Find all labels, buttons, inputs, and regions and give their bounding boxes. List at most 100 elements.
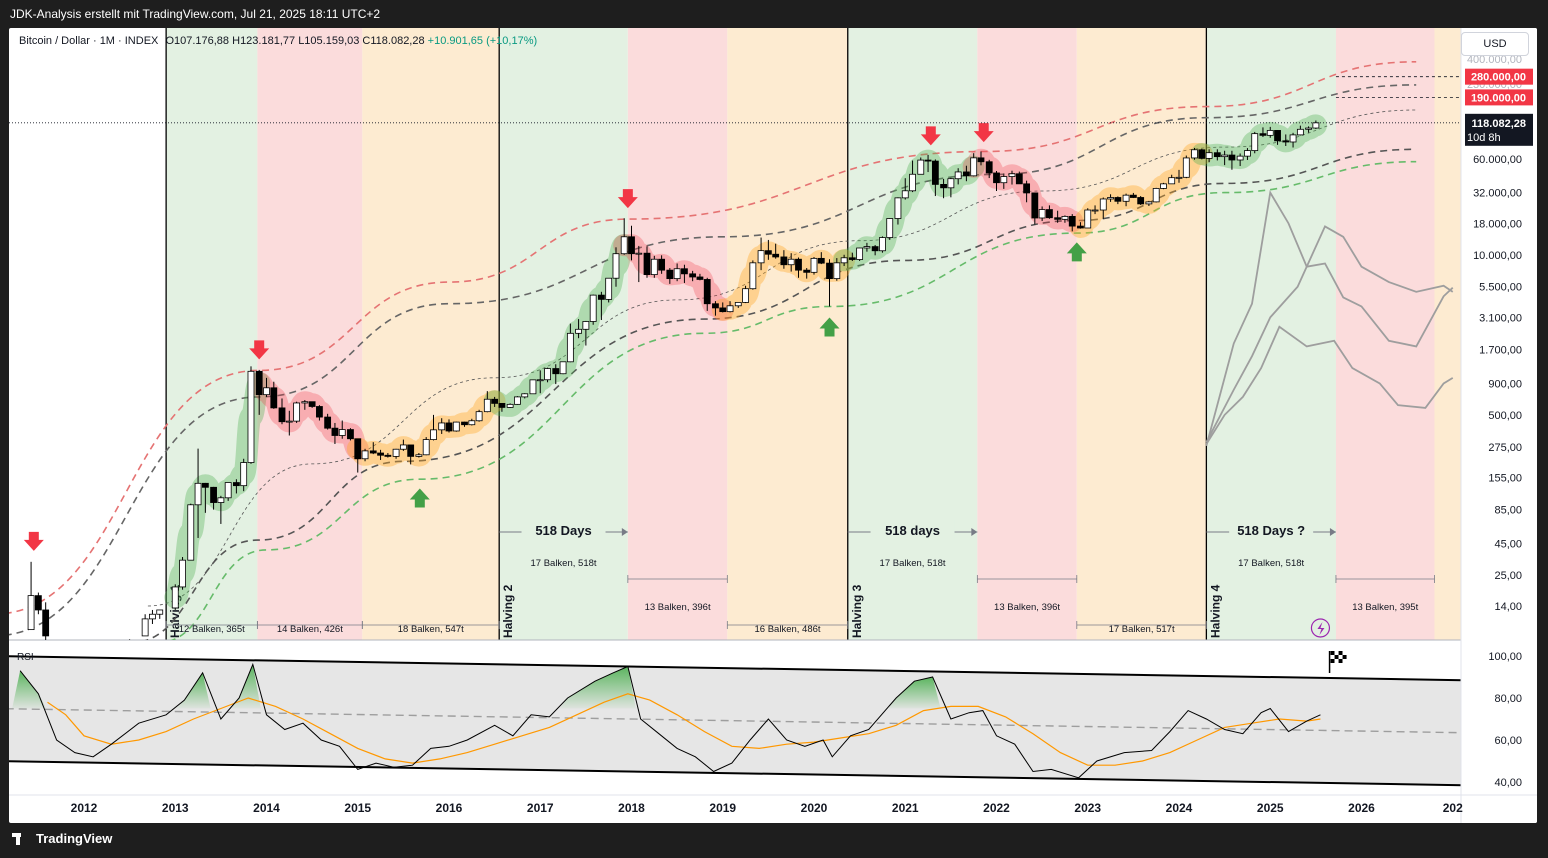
candle-body (597, 294, 605, 300)
candle-body (1046, 209, 1053, 219)
tradingview-logo[interactable]: TradingView (12, 831, 112, 846)
candle (354, 438, 362, 473)
candle-body (757, 250, 765, 264)
candle (909, 160, 916, 193)
candle (1152, 187, 1160, 203)
candle-body (1023, 183, 1031, 194)
candle (993, 171, 1000, 191)
candle-body (559, 361, 567, 375)
candle (712, 301, 719, 316)
candle (742, 285, 749, 304)
candle-body (179, 559, 186, 588)
time-tick-label: 2013 (162, 801, 189, 815)
day-label-bg (1229, 520, 1314, 540)
trend-band-mid-thin (147, 109, 1417, 607)
candle (1129, 192, 1137, 199)
candle-body (1152, 188, 1160, 203)
time-tick-label: 2014 (253, 801, 280, 815)
bar-count-label: 13 Balken, 395t (1352, 602, 1418, 613)
candle (141, 614, 149, 637)
candle-body (1129, 194, 1137, 198)
rsi-tick-label: 40,00 (1494, 777, 1522, 789)
time-tick-label: 2012 (71, 801, 98, 815)
candle (247, 366, 255, 464)
bar-count-label: 13 Balken, 396t (994, 602, 1060, 613)
candle-body (1289, 134, 1297, 143)
candle-body (1038, 209, 1046, 219)
candle (1305, 126, 1312, 133)
candle (1236, 153, 1244, 167)
candle-body (1221, 154, 1229, 158)
candle (772, 243, 780, 259)
price-tick-label: 5.500,00 (1479, 282, 1522, 294)
candle (1061, 215, 1069, 223)
bar-count-label: 17 Balken, 518t (880, 558, 946, 569)
candle (757, 237, 765, 271)
candle (894, 197, 902, 225)
candle (1122, 193, 1130, 207)
candle-body (483, 398, 491, 413)
legend-change: +10.901,65 (+10,17%) (427, 35, 538, 47)
time-tick-label: 2015 (344, 801, 371, 815)
last-price-badge (1465, 113, 1533, 146)
flag-cell (1338, 659, 1343, 663)
candle-body (582, 321, 590, 330)
candle (506, 403, 514, 408)
time-tick-label: 2023 (1074, 801, 1101, 815)
candle (1289, 132, 1297, 148)
candle (696, 273, 704, 281)
candle-body (1266, 130, 1274, 136)
candle-body (247, 370, 255, 463)
candle (1282, 134, 1290, 147)
candle-body (1228, 154, 1236, 161)
candle (224, 482, 232, 501)
price-tick-label: 25,00 (1494, 570, 1522, 582)
cycle-zone-orange (1076, 28, 1207, 640)
candle-body (1015, 173, 1023, 185)
candle (1084, 208, 1092, 229)
currency-button[interactable]: USD (1461, 32, 1529, 56)
candle (1266, 126, 1274, 138)
price-tick-label: 155,00 (1488, 472, 1522, 484)
cycle-zone-green (166, 28, 258, 640)
candle (810, 256, 818, 275)
candle (1274, 130, 1281, 145)
chart-frame[interactable]: Halving 1 Halving 2 Halving 3 Halving 4 518… (9, 28, 1537, 823)
candle (308, 401, 316, 408)
candle (270, 381, 278, 409)
chart-svg[interactable]: Halving 1 Halving 2 Halving 3 Halving 4 518… (9, 28, 1537, 823)
candle (338, 420, 346, 439)
candle (1259, 127, 1267, 138)
candle (369, 442, 377, 455)
candle-body (201, 482, 209, 488)
rsi-label: RSI (17, 652, 34, 663)
candle-body (605, 277, 613, 300)
candle-body (1122, 194, 1130, 202)
bar-count-label: 17 Balken, 518t (1238, 558, 1304, 569)
candle (42, 602, 50, 640)
rsi-midline (9, 708, 1522, 735)
top-arrow-icon (617, 189, 638, 209)
candle (901, 178, 909, 200)
rsi-channel-lower (9, 760, 1522, 788)
candle-body (331, 427, 339, 436)
candle-body (894, 197, 902, 219)
candle (917, 157, 925, 175)
legend-open: O107.176,88 (165, 35, 230, 47)
flag-cell (1330, 659, 1335, 663)
candle-body (1077, 225, 1084, 229)
candle (1038, 206, 1046, 222)
bar-count-label: 17 Balken, 518t (531, 558, 597, 569)
candle (635, 245, 643, 283)
candle-body (742, 288, 749, 303)
candle-body (589, 294, 597, 322)
trend-band-upper-dark (9, 84, 1417, 636)
candle-body (324, 416, 332, 429)
candle-body (1145, 201, 1153, 205)
candle-body (1068, 216, 1076, 227)
candle-body (491, 398, 499, 404)
candle-body (270, 387, 278, 409)
candle-body (886, 218, 894, 238)
rsi-overbought-fill (12, 670, 47, 709)
flag-cell (1342, 659, 1347, 663)
